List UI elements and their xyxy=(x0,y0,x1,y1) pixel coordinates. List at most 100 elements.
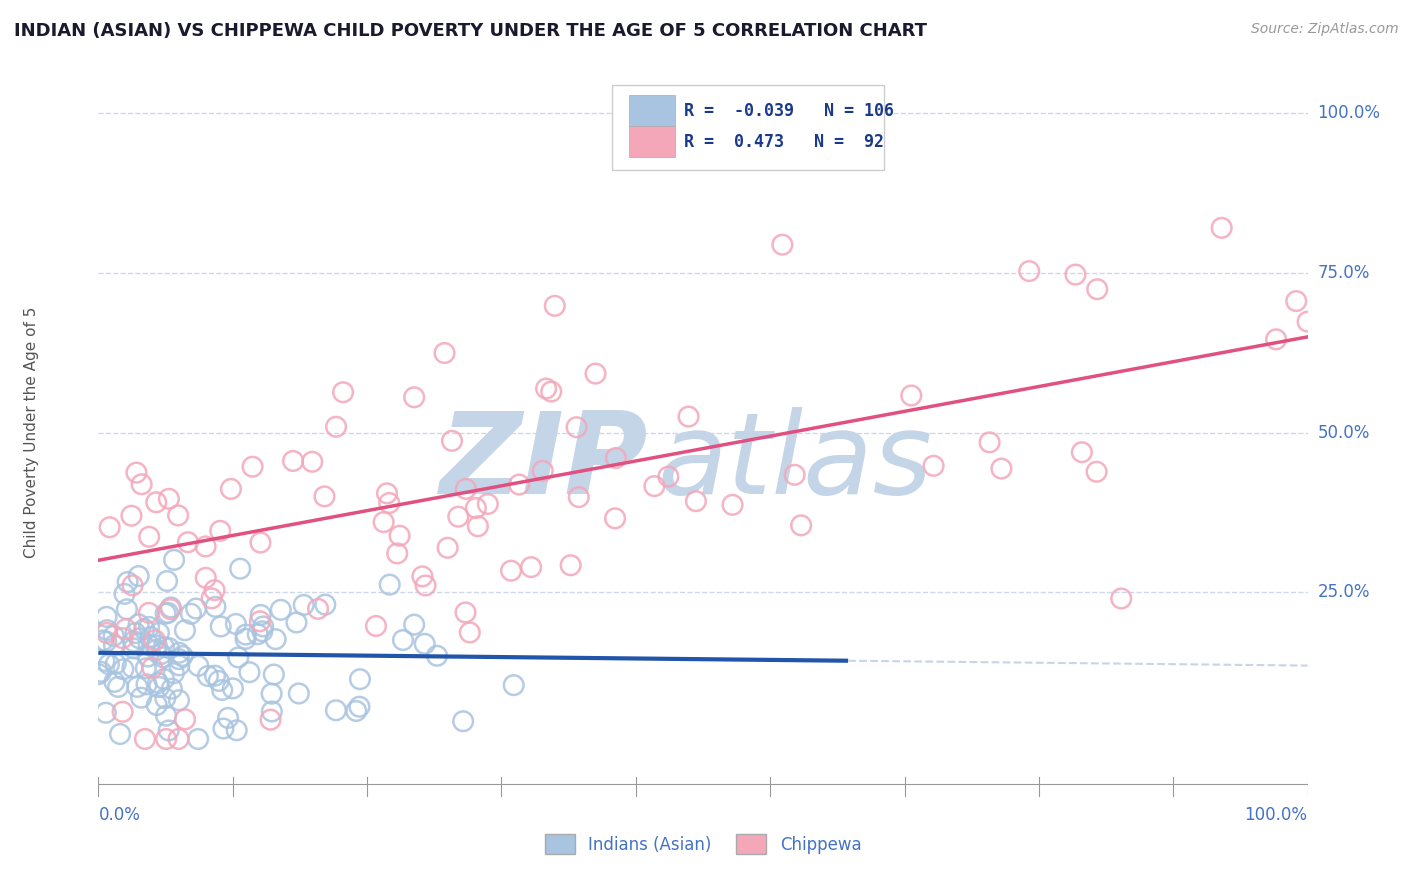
Point xyxy=(97,657,120,672)
Point xyxy=(433,346,456,360)
Point xyxy=(93,654,115,668)
Point xyxy=(373,515,395,529)
Text: Child Poverty Under the Age of 5: Child Poverty Under the Age of 5 xyxy=(24,307,39,558)
Point xyxy=(125,466,148,480)
Point xyxy=(229,562,252,576)
Point xyxy=(314,490,336,504)
Point xyxy=(134,622,156,636)
Point xyxy=(114,622,136,636)
Point xyxy=(90,665,112,679)
Point xyxy=(111,705,134,719)
Point xyxy=(508,477,530,491)
Point xyxy=(111,631,134,645)
Point xyxy=(349,672,371,686)
Point xyxy=(122,641,145,656)
Point xyxy=(225,616,247,631)
Point xyxy=(263,667,285,681)
Point xyxy=(108,727,131,741)
Point xyxy=(1265,332,1288,346)
Point xyxy=(174,624,197,638)
Point xyxy=(454,482,477,496)
Point xyxy=(238,665,260,680)
Point xyxy=(152,650,174,665)
Point xyxy=(534,382,557,396)
Text: R =  -0.039   N = 106: R = -0.039 N = 106 xyxy=(683,102,894,120)
Point xyxy=(201,591,224,606)
FancyBboxPatch shape xyxy=(613,85,884,169)
Point xyxy=(159,602,181,616)
Point xyxy=(246,627,269,641)
Point xyxy=(155,731,177,746)
Point xyxy=(98,520,121,534)
Point xyxy=(167,693,190,707)
Point xyxy=(605,451,627,466)
Point xyxy=(249,535,271,549)
Point xyxy=(94,706,117,720)
Point xyxy=(150,647,173,661)
Point xyxy=(217,711,239,725)
Point xyxy=(499,564,522,578)
Point xyxy=(96,623,118,637)
Point xyxy=(91,633,114,648)
Point xyxy=(124,626,146,640)
Point xyxy=(603,511,626,525)
Point xyxy=(148,625,170,640)
Point xyxy=(270,603,292,617)
Point xyxy=(136,649,159,664)
Point xyxy=(169,658,191,673)
Point xyxy=(120,508,142,523)
Point xyxy=(1211,220,1233,235)
Point xyxy=(281,454,304,468)
Point xyxy=(540,384,562,399)
Point xyxy=(464,500,486,515)
Point xyxy=(103,674,125,689)
Point xyxy=(260,705,283,719)
Point xyxy=(163,666,186,681)
Point xyxy=(325,703,347,717)
Legend: Indians (Asian), Chippewa: Indians (Asian), Chippewa xyxy=(538,828,868,861)
Point xyxy=(249,607,271,622)
Point xyxy=(678,409,700,424)
Point xyxy=(285,615,308,630)
Point xyxy=(211,683,233,698)
Point xyxy=(180,607,202,621)
Point xyxy=(235,627,257,641)
Point xyxy=(544,299,567,313)
Point xyxy=(167,508,190,523)
Point xyxy=(249,615,271,629)
Point xyxy=(1018,264,1040,278)
Point xyxy=(325,419,347,434)
Point xyxy=(392,633,415,648)
Point xyxy=(1285,294,1308,309)
Point xyxy=(222,681,245,696)
Point xyxy=(426,648,449,663)
Point xyxy=(197,669,219,683)
Point xyxy=(264,632,287,647)
Point xyxy=(332,385,354,400)
Point xyxy=(172,648,194,663)
Point xyxy=(128,631,150,645)
Point xyxy=(157,491,180,506)
Point xyxy=(643,479,665,493)
Point xyxy=(194,571,217,585)
Point xyxy=(155,607,177,621)
Point xyxy=(413,637,436,651)
Point xyxy=(560,558,582,573)
Point xyxy=(1085,465,1108,479)
Text: 50.0%: 50.0% xyxy=(1317,424,1369,442)
Point xyxy=(163,553,186,567)
Point xyxy=(209,619,232,633)
Point xyxy=(121,578,143,592)
Point xyxy=(156,574,179,588)
Point xyxy=(375,486,398,500)
Point xyxy=(187,731,209,746)
Point xyxy=(157,641,180,656)
Point xyxy=(155,691,177,706)
Point xyxy=(252,619,274,633)
Point xyxy=(122,634,145,648)
Point xyxy=(721,498,744,512)
Point xyxy=(922,458,945,473)
Point xyxy=(531,464,554,478)
Point xyxy=(242,459,264,474)
Point xyxy=(204,668,226,682)
